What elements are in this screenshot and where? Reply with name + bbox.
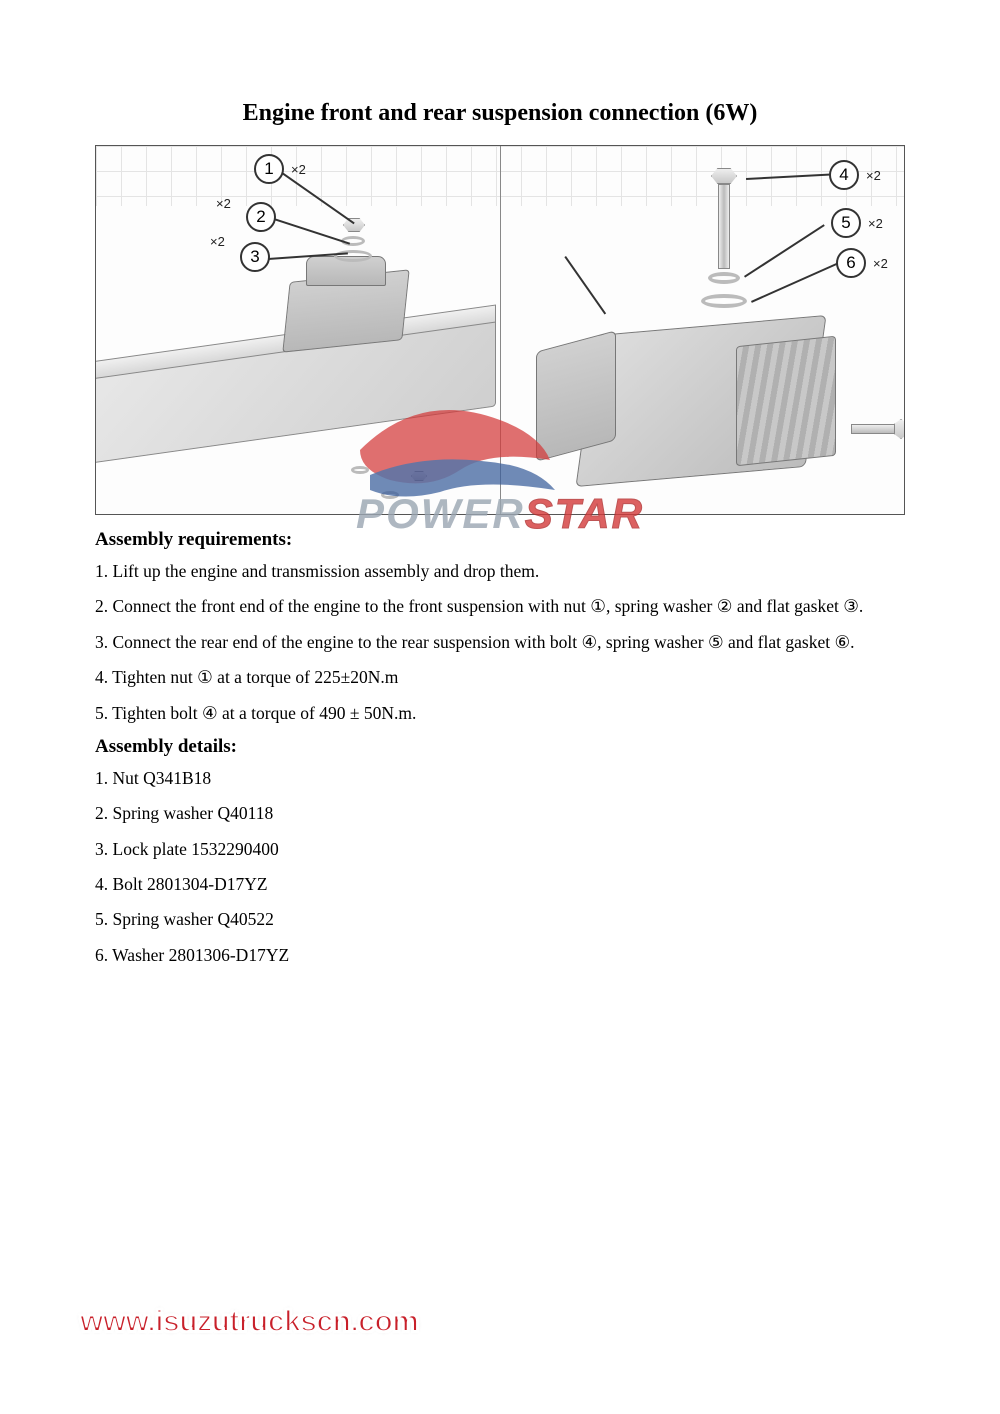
callout-number: 3	[250, 247, 259, 267]
details-heading: Assembly details:	[95, 736, 905, 758]
leader-line	[273, 218, 350, 245]
accent-arrow	[564, 256, 606, 314]
callout-number: 1	[264, 159, 273, 179]
detail-item: 4. Bolt 2801304-D17YZ	[95, 872, 905, 897]
page-title: Engine front and rear suspension connect…	[95, 100, 905, 127]
flat-washer-right	[701, 294, 747, 308]
callout-number: 5	[841, 213, 850, 233]
callout-1: 1	[254, 154, 284, 184]
detail-item: 1. Nut Q341B18	[95, 766, 905, 791]
callout-qty: ×2	[216, 196, 231, 211]
footer-url: www.isuzutruckscn.com	[80, 1305, 418, 1339]
callout-6: 6	[836, 248, 866, 278]
bolt-shaft	[718, 184, 730, 269]
leader-line	[751, 262, 839, 302]
spring-washer-right	[708, 272, 740, 284]
requirement-item: 3. Connect the rear end of the engine to…	[95, 630, 905, 655]
detail-item: 5. Spring washer Q40522	[95, 907, 905, 932]
callout-5: 5	[831, 208, 861, 238]
requirement-item: 5. Tighten bolt ④ at a torque of 490 ± 5…	[95, 701, 905, 726]
callout-3: 3	[240, 242, 270, 272]
callout-qty: ×2	[291, 162, 306, 177]
callout-4: 4	[829, 160, 859, 190]
requirement-item: 2. Connect the front end of the engine t…	[95, 594, 905, 619]
callout-number: 2	[256, 207, 265, 227]
callout-qty: ×2	[868, 216, 883, 231]
requirement-item: 1. Lift up the engine and transmission a…	[95, 559, 905, 584]
detail-item: 6. Washer 2801306-D17YZ	[95, 943, 905, 968]
requirement-item: 4. Tighten nut ① at a torque of 225±20N.…	[95, 665, 905, 690]
callout-2: 2	[246, 202, 276, 232]
callout-qty: ×2	[866, 168, 881, 183]
requirements-heading: Assembly requirements:	[95, 529, 905, 551]
side-bolt-head	[894, 419, 905, 439]
detail-item: 2. Spring washer Q40118	[95, 801, 905, 826]
callout-number: 4	[839, 165, 848, 185]
rear-mount-ribs	[736, 336, 836, 467]
callout-qty: ×2	[210, 234, 225, 249]
callout-number: 6	[846, 253, 855, 273]
callout-qty: ×2	[873, 256, 888, 271]
leader-line	[744, 224, 825, 277]
detail-item: 3. Lock plate 1532290400	[95, 837, 905, 862]
side-bolt	[851, 424, 896, 434]
nut-part	[343, 218, 365, 232]
flat-gasket-left	[334, 250, 372, 262]
